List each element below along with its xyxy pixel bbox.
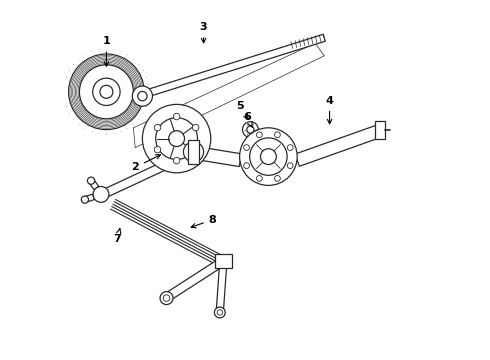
FancyBboxPatch shape: [188, 140, 199, 164]
Text: 1: 1: [102, 36, 110, 66]
Circle shape: [100, 85, 113, 98]
Circle shape: [64, 49, 149, 134]
Circle shape: [173, 113, 180, 120]
Circle shape: [261, 149, 276, 165]
Circle shape: [240, 128, 297, 185]
Text: 2: 2: [131, 155, 160, 172]
Circle shape: [81, 196, 89, 203]
Circle shape: [79, 65, 133, 119]
Polygon shape: [101, 154, 182, 198]
Circle shape: [193, 147, 199, 153]
Circle shape: [154, 147, 161, 153]
Circle shape: [287, 163, 293, 168]
FancyBboxPatch shape: [215, 254, 232, 268]
Circle shape: [93, 186, 109, 202]
Circle shape: [256, 176, 262, 181]
FancyBboxPatch shape: [375, 121, 385, 139]
Circle shape: [255, 134, 262, 141]
Circle shape: [244, 145, 249, 150]
Circle shape: [132, 86, 152, 106]
Text: 8: 8: [191, 215, 217, 228]
Circle shape: [169, 131, 185, 147]
Circle shape: [138, 91, 147, 101]
Polygon shape: [84, 194, 95, 202]
Circle shape: [193, 124, 199, 131]
Text: 3: 3: [200, 22, 207, 43]
Polygon shape: [165, 257, 226, 301]
Polygon shape: [295, 125, 380, 166]
Circle shape: [163, 295, 170, 301]
Circle shape: [274, 176, 280, 181]
Text: 7: 7: [113, 229, 121, 244]
Circle shape: [189, 148, 198, 156]
Circle shape: [69, 54, 144, 130]
Circle shape: [160, 292, 173, 305]
Circle shape: [244, 163, 249, 168]
Text: 4: 4: [326, 96, 334, 124]
Polygon shape: [89, 179, 98, 190]
Circle shape: [287, 145, 293, 150]
Circle shape: [154, 124, 161, 131]
Circle shape: [156, 118, 197, 159]
Polygon shape: [196, 147, 242, 167]
Circle shape: [243, 122, 258, 138]
Circle shape: [251, 130, 267, 146]
Polygon shape: [216, 261, 227, 312]
Circle shape: [247, 126, 254, 133]
Circle shape: [87, 177, 95, 184]
Circle shape: [250, 138, 287, 175]
Circle shape: [256, 132, 262, 138]
Text: 5: 5: [236, 101, 248, 119]
Text: 6: 6: [243, 112, 252, 127]
Circle shape: [173, 157, 180, 164]
Polygon shape: [140, 34, 325, 99]
Circle shape: [217, 310, 222, 315]
Circle shape: [143, 104, 211, 173]
Circle shape: [215, 307, 225, 318]
Circle shape: [93, 78, 120, 105]
Circle shape: [274, 132, 280, 138]
Circle shape: [183, 142, 204, 162]
